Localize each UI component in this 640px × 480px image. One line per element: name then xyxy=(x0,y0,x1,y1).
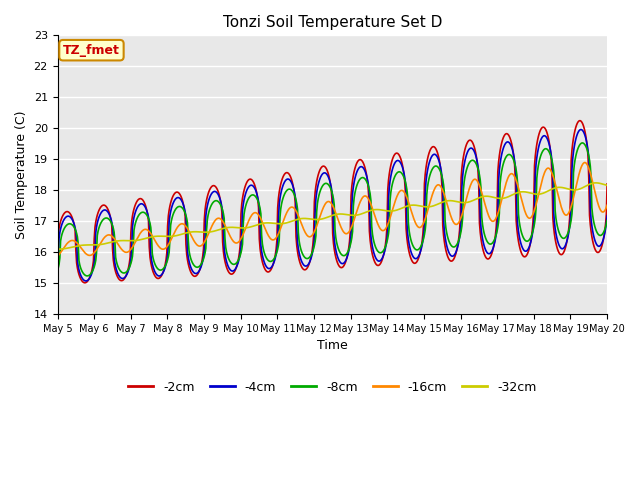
Title: Tonzi Soil Temperature Set D: Tonzi Soil Temperature Set D xyxy=(223,15,442,30)
Text: TZ_fmet: TZ_fmet xyxy=(63,44,120,57)
Legend: -2cm, -4cm, -8cm, -16cm, -32cm: -2cm, -4cm, -8cm, -16cm, -32cm xyxy=(123,376,541,399)
X-axis label: Time: Time xyxy=(317,339,348,352)
Y-axis label: Soil Temperature (C): Soil Temperature (C) xyxy=(15,110,28,239)
